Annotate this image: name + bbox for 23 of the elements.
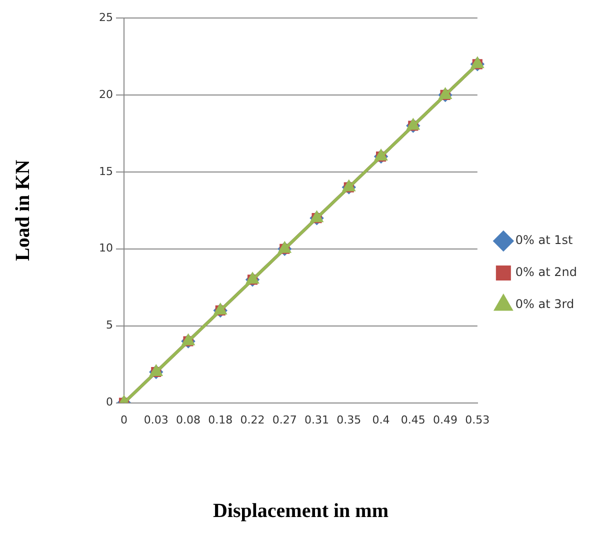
y-axis-title: Load in KN	[12, 159, 34, 261]
x-tick-label: 0.4	[372, 413, 390, 426]
x-tick-label: 0.35	[336, 413, 362, 426]
x-tick-label: 0.45	[400, 413, 426, 426]
x-tick-label: 0.18	[208, 413, 233, 426]
legend-label: 0% at 3rd	[515, 297, 574, 312]
x-tick-label: 0.22	[240, 413, 265, 426]
x-tick-label: 0.27	[272, 413, 297, 426]
x-tick-label: 0.08	[176, 413, 201, 426]
x-tick-label: 0.03	[144, 413, 168, 426]
x-tick-label: 0	[120, 413, 128, 426]
x-tick-label: 0.49	[433, 413, 458, 426]
x-axis-title: Displacement in mm	[212, 500, 389, 522]
y-tick-label: 0	[106, 396, 113, 409]
y-tick-label: 5	[106, 318, 113, 332]
x-tick-label: 0.31	[304, 413, 330, 426]
legend-label: 0% at 1st	[515, 233, 574, 248]
legend-label: 0% at 2nd	[515, 265, 578, 280]
y-tick-label: 15	[98, 164, 113, 178]
y-tick-label: 20	[98, 88, 113, 101]
y-tick-label: 25	[98, 10, 113, 24]
y-tick-label: 10	[98, 242, 113, 255]
x-tick-label: 0.53	[465, 413, 490, 426]
